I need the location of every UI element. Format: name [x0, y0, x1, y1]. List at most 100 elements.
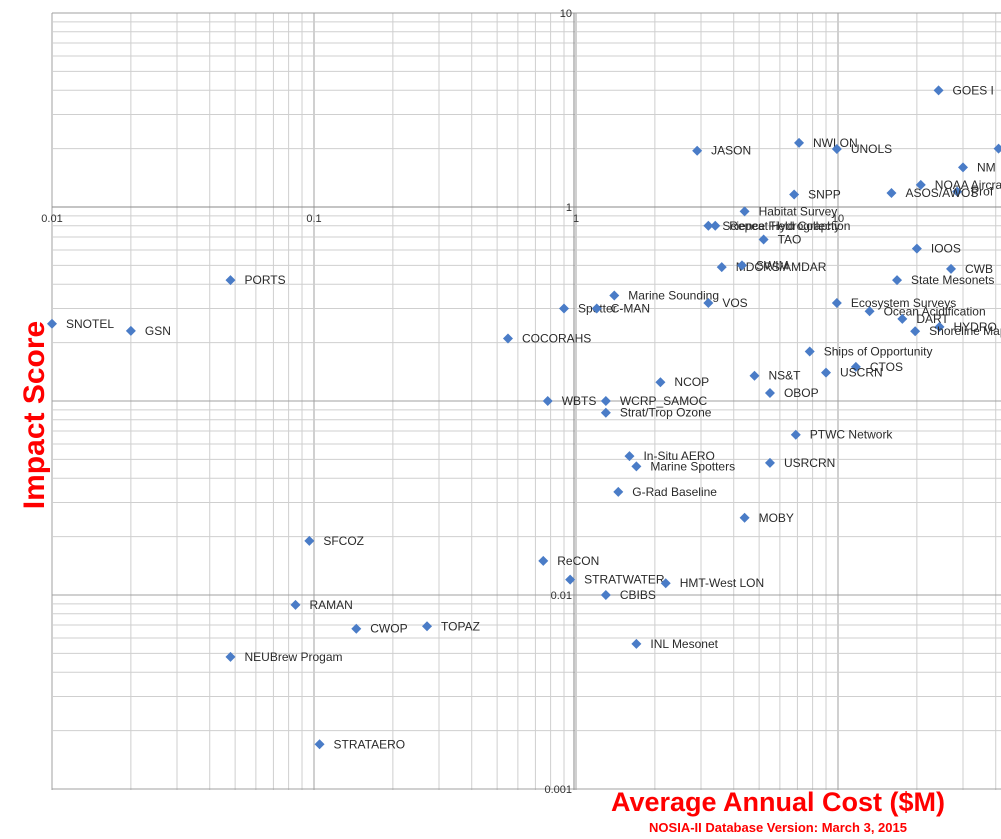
point-marker: [290, 599, 301, 610]
point-marker: [314, 739, 325, 750]
point-marker: [864, 306, 875, 317]
point-label: HYDRO: [953, 320, 996, 334]
point-label: NS&T: [768, 369, 801, 383]
point-label: ASOS/AWOS: [905, 186, 978, 200]
data-point: NS&T: [749, 369, 801, 383]
data-point: Repeat Hydrography: [710, 219, 840, 233]
point-label: MOBY: [759, 511, 794, 525]
data-point: USRCRN: [764, 456, 835, 470]
point-label: SWIM: [756, 258, 789, 272]
data-point: STRATWATER: [565, 573, 665, 587]
point-label: Science Field Collection: [722, 219, 850, 233]
point-label: CBIBS: [620, 588, 656, 602]
data-point: G-Rad Baseline: [613, 485, 717, 499]
point-label: GOES I: [953, 83, 994, 97]
point-marker: [933, 85, 944, 96]
data-point: INL Mesonet: [631, 637, 719, 651]
point-marker: [613, 486, 624, 497]
point-label: TAO: [778, 232, 802, 246]
x-tick-label: 1: [573, 213, 579, 225]
data-point: TAO: [758, 232, 802, 246]
point-marker: [710, 220, 721, 231]
point-marker: [789, 189, 800, 200]
data-point: Marine Sounding: [609, 288, 719, 302]
point-marker: [559, 303, 570, 314]
data-point: Habitat Survey: [739, 204, 838, 218]
point-marker: [655, 377, 666, 388]
point-label: SNPP: [808, 187, 841, 201]
y-tick-label: 0.001: [544, 784, 572, 796]
point-marker: [47, 318, 57, 329]
point-label: OBOP: [784, 386, 819, 400]
point-label: JASON: [711, 144, 751, 158]
data-point: VOS: [703, 296, 748, 310]
point-marker: [565, 574, 576, 585]
point-marker: [946, 263, 957, 274]
data-point: COCORAHS: [502, 331, 591, 345]
data-point: SNOTEL: [47, 317, 114, 331]
point-label: VOS: [722, 296, 747, 310]
point-label: INL Mesonet: [650, 637, 718, 651]
data-point: CWB: [946, 262, 993, 276]
point-marker: [739, 512, 750, 523]
point-label: Habitat Survey: [759, 204, 838, 218]
point-label: GSN: [145, 324, 171, 338]
point-label: NWLON: [813, 136, 858, 150]
point-label: CTOS: [870, 360, 903, 374]
y-tick-label: 1: [566, 202, 572, 214]
grid: [51, 12, 1001, 790]
data-point: TOPAZ: [422, 619, 480, 633]
point-marker: [892, 275, 903, 286]
point-marker: [764, 387, 775, 398]
data-point: Shoreline Mapping: [910, 324, 1001, 338]
point-marker: [225, 275, 236, 286]
point-label: SNOTEL: [66, 317, 114, 331]
point-marker: [886, 188, 897, 199]
data-point: MOBY: [739, 511, 794, 525]
data-point: Science Field Collection: [703, 219, 850, 233]
point-label: G-Rad Baseline: [632, 485, 717, 499]
point-label: WBTS: [562, 394, 597, 408]
point-label: Ecosystem Surveys: [851, 296, 956, 310]
data-point: ReCON: [538, 554, 599, 568]
point-label: Strat/Trop Ozone: [620, 406, 712, 420]
data-point: Ecosystem Surveys: [831, 296, 956, 310]
data-point: PTWC Network: [790, 428, 893, 442]
x-tick-label: 0.01: [41, 213, 62, 225]
point-marker: [591, 303, 602, 314]
point-label: Repeat Hydrography: [729, 219, 840, 233]
point-marker: [351, 623, 362, 634]
point-marker: [831, 298, 842, 309]
data-point: USCRN: [821, 366, 883, 380]
point-marker: [934, 321, 945, 332]
point-marker: [631, 638, 642, 649]
data-point: PORTS: [225, 273, 286, 287]
y-tick-label: 10: [560, 8, 572, 20]
point-marker: [692, 145, 703, 156]
data-point: IOOS: [911, 242, 961, 256]
data-point: OBOP: [764, 386, 819, 400]
point-marker: [703, 298, 714, 309]
point-marker: [764, 457, 775, 468]
data-point: DART: [897, 312, 949, 326]
point-label: NCOP: [674, 375, 709, 389]
point-label: CWOP: [370, 622, 407, 636]
point-marker: [600, 590, 611, 600]
y-tick-label: 0.01: [551, 590, 572, 602]
point-label: In-Situ AERO: [643, 449, 714, 463]
data-point: MDCRS/AMDAR: [716, 260, 827, 274]
point-label: PORTS: [244, 273, 285, 287]
data-point: CBIBS: [600, 588, 656, 602]
point-label: USCRN: [840, 366, 883, 380]
point-marker: [952, 186, 963, 197]
point-marker: [624, 451, 635, 462]
point-label: TOPAZ: [441, 619, 480, 633]
point-label: STRATAERO: [334, 737, 406, 751]
point-marker: [703, 220, 714, 231]
point-marker: [660, 578, 671, 589]
point-marker: [502, 333, 513, 344]
point-marker: [915, 179, 926, 190]
point-label: RAMAN: [310, 598, 353, 612]
data-point: JASON: [692, 144, 751, 158]
